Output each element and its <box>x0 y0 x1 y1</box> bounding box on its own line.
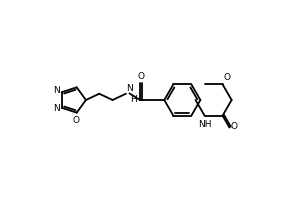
Text: N: N <box>126 84 133 93</box>
Text: N: N <box>53 86 59 95</box>
Text: NH: NH <box>198 120 212 129</box>
Text: O: O <box>137 72 144 81</box>
Text: N: N <box>53 104 59 113</box>
Text: O: O <box>73 116 80 125</box>
Text: O: O <box>230 122 237 131</box>
Text: H: H <box>130 95 137 104</box>
Text: O: O <box>224 73 231 82</box>
